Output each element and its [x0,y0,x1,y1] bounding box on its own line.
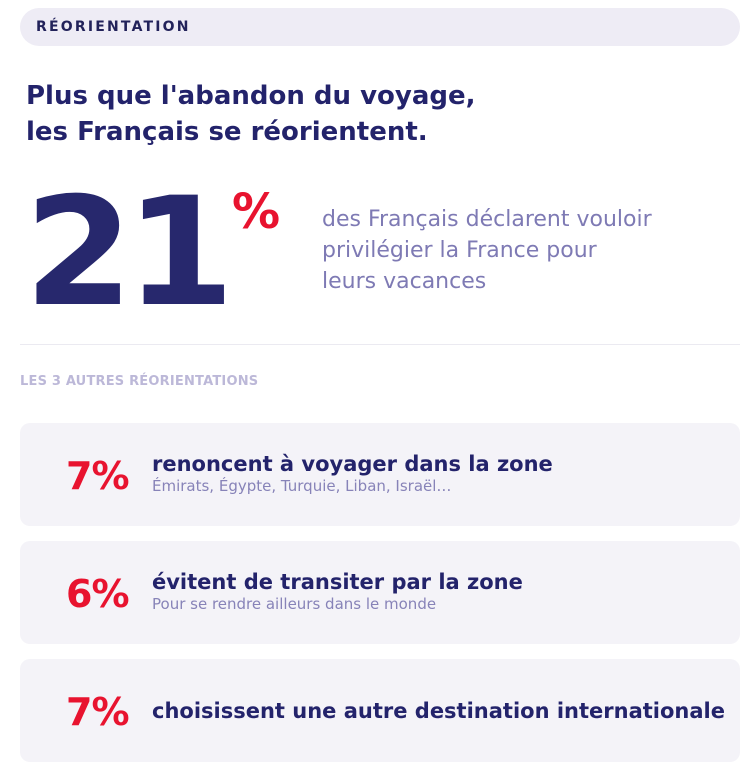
main-stat-text-line-3: leurs vacances [322,269,487,294]
main-stat-text-line-2: privilégier la France pour [322,238,597,263]
card-1-title: renoncent à voyager dans la zone [152,452,553,476]
card-2-percent: 6% [66,572,130,616]
headline-line-1: Plus que l'abandon du voyage, [26,81,476,111]
card-3-title: choisissent une autre destination intern… [152,699,725,723]
reorientation-card-3: 7% choisissent une autre destination int… [20,659,740,762]
section-label-pill: RÉORIENTATION [20,8,740,46]
card-1-subtitle: Émirats, Égypte, Turquie, Liban, Israël… [152,477,452,495]
divider [20,344,740,345]
reorientation-card-1: 7% renoncent à voyager dans la zone Émir… [20,423,740,526]
main-stat-text-line-1: des Français déclarent vouloir [322,207,652,232]
main-stat-number: 21 [24,166,235,340]
subsection-title: LES 3 AUTRES RÉORIENTATIONS [20,374,259,389]
reorientation-card-2: 6% évitent de transiter par la zone Pour… [20,541,740,644]
main-stat-description: des Français déclarent vouloir privilégi… [322,204,722,297]
card-2-subtitle: Pour se rendre ailleurs dans le monde [152,595,437,613]
main-stat-percent-sign: % [232,184,281,240]
card-3-percent: 7% [66,690,130,734]
card-1-percent: 7% [66,454,130,498]
headline: Plus que l'abandon du voyage, les França… [26,78,666,150]
headline-line-2: les Français se réorientent. [26,117,428,147]
section-label: RÉORIENTATION [36,19,191,35]
card-2-title: évitent de transiter par la zone [152,570,523,594]
